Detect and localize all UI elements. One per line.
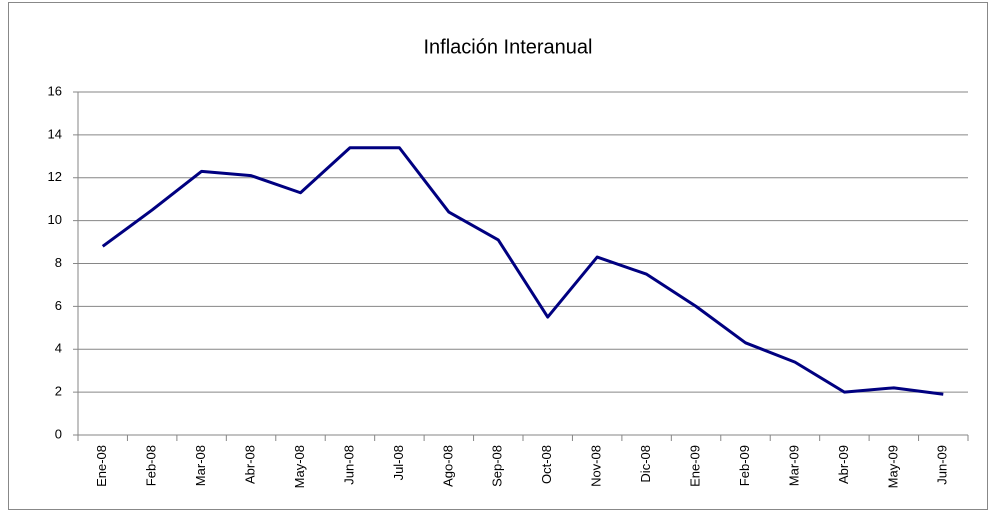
y-tick-label: 16 bbox=[48, 83, 62, 98]
x-tick-label: Sep-08 bbox=[490, 445, 505, 487]
y-tick-label: 8 bbox=[55, 255, 62, 270]
x-tick-label: May-09 bbox=[885, 445, 900, 488]
x-tick-label: Mar-09 bbox=[786, 445, 801, 486]
chart-frame bbox=[8, 2, 988, 510]
data-line bbox=[101, 146, 944, 396]
x-tick-label: Jun-09 bbox=[935, 445, 950, 485]
y-tick-label: 14 bbox=[48, 126, 62, 141]
x-tick-label: Feb-08 bbox=[144, 445, 159, 486]
x-tick-label: Dic-08 bbox=[638, 445, 653, 483]
x-tick-label: Oct-08 bbox=[539, 445, 554, 484]
y-tick-label: 2 bbox=[55, 384, 62, 399]
x-tick-label: Abr-08 bbox=[242, 445, 257, 484]
y-tick-label: 6 bbox=[55, 298, 62, 313]
y-tick-label: 4 bbox=[55, 341, 62, 356]
y-tick-label: 10 bbox=[48, 212, 62, 227]
x-tick-label: May-08 bbox=[292, 445, 307, 488]
x-tick-label: Abr-09 bbox=[836, 445, 851, 484]
x-tick-label: Ene-08 bbox=[94, 445, 109, 487]
x-tick-label: Feb-09 bbox=[737, 445, 752, 486]
y-tick-label: 12 bbox=[48, 169, 62, 184]
x-tick-label: Ene-09 bbox=[687, 445, 702, 487]
x-tick-label: Nov-08 bbox=[589, 445, 604, 487]
x-tick-label: Mar-08 bbox=[193, 445, 208, 486]
chart-title: Inflación Interanual bbox=[423, 36, 592, 58]
x-tick-label: Ago-08 bbox=[440, 445, 455, 487]
x-tick-label: Jul-08 bbox=[391, 445, 406, 480]
x-tick-label: Jun-08 bbox=[341, 445, 356, 485]
y-tick-label: 0 bbox=[55, 426, 62, 441]
